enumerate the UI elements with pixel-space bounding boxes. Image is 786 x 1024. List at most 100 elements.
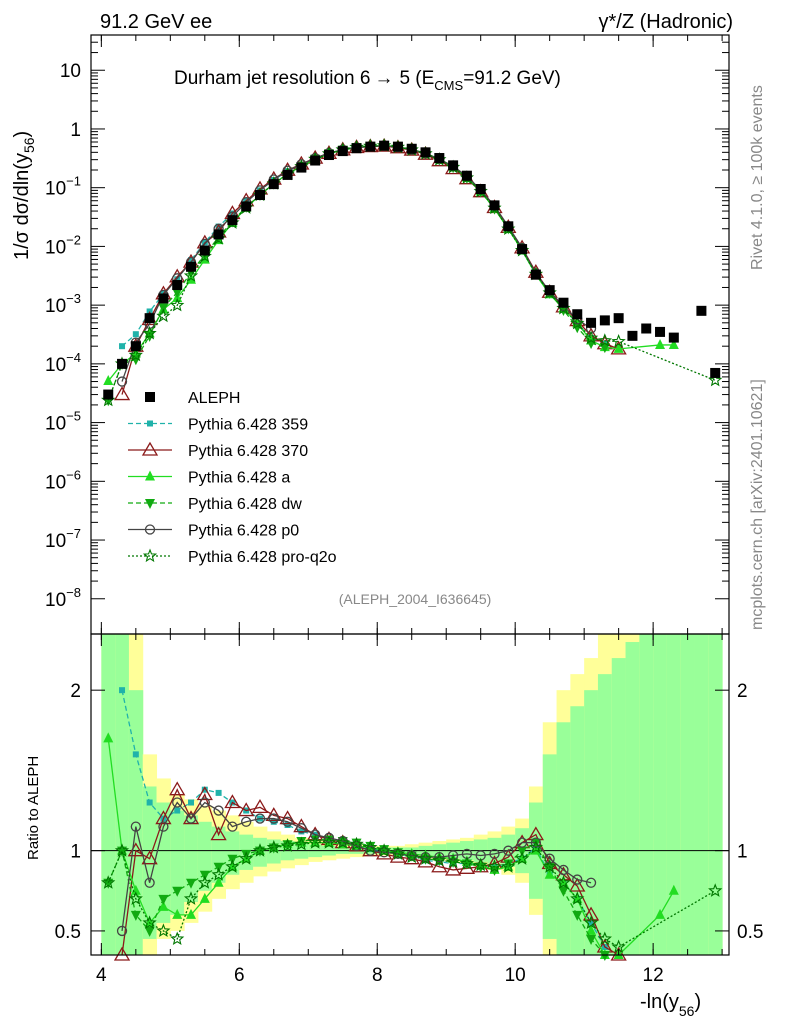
- band-green: [597, 674, 613, 955]
- data-point: [144, 313, 155, 324]
- ratio-series-point: [572, 910, 583, 921]
- ratio-series-point: [544, 868, 555, 879]
- ratio-series-point: [294, 836, 309, 851]
- ratio-series-point: [225, 859, 240, 873]
- ratio-series-point: [335, 835, 350, 849]
- ratio-series-point: [487, 859, 502, 873]
- band-green: [653, 634, 668, 955]
- ratio-series-point: [432, 852, 447, 867]
- main-series-line: [107, 144, 716, 401]
- data-point: [572, 309, 583, 320]
- legend-marker: [145, 499, 155, 509]
- data-point: [544, 285, 555, 296]
- x-tick-label: 4: [96, 965, 107, 986]
- ratio-series-point: [349, 836, 364, 851]
- ratio-tick-label: 1: [737, 842, 748, 863]
- ratio-series-point: [224, 794, 241, 809]
- main-series-point: [103, 375, 114, 386]
- axes: 4 6 8 10 1210110−110−210−310−410−510−610−710…: [45, 34, 763, 986]
- data-point: [103, 389, 114, 400]
- ratio-series-point: [585, 877, 597, 888]
- ratio-series-point: [113, 946, 131, 961]
- band-green: [142, 786, 158, 939]
- data-point: [406, 143, 417, 154]
- ratio-series-point: [514, 851, 530, 865]
- ratio-tick-label: 0.5: [737, 922, 763, 943]
- ratio-series-line: [107, 842, 716, 948]
- data-point: [199, 245, 210, 256]
- plot-title: Durham jet resolution 6 → 5 (ECMS=91.2 GeV…: [174, 68, 561, 93]
- ratio-series-point: [210, 826, 227, 841]
- ratio-axis-label: Ratio to ALEPH: [25, 756, 42, 860]
- ratio-series-point: [241, 849, 252, 860]
- data-point: [130, 341, 141, 352]
- ratio-tick-label: 0.5: [55, 922, 81, 943]
- ratio-series-point: [130, 821, 141, 832]
- y-tick-label: 10: [60, 61, 81, 82]
- data-point: [351, 143, 362, 154]
- ratio-tick-label: 1: [70, 842, 81, 863]
- ratio-series-line: [121, 801, 592, 932]
- y-tick-label: 10−5: [45, 409, 81, 435]
- ratio-series-point: [489, 848, 500, 860]
- ratio-series-point: [404, 849, 419, 864]
- main-series-point: [170, 297, 185, 312]
- ratio-series-point: [211, 867, 226, 881]
- title-sub: CMS: [434, 78, 463, 93]
- ratio-series-point: [363, 840, 378, 854]
- ratio-series-point: [146, 799, 153, 806]
- legend-label: Pythia 6.428 359: [188, 417, 308, 434]
- ratio-series-point: [321, 835, 337, 849]
- rivet-label: Rivet 4.1.0, ≥ 100k events: [749, 85, 766, 270]
- main-series-line: [121, 145, 619, 395]
- ratio-series-point: [544, 862, 555, 873]
- ratio-series-point: [199, 892, 210, 903]
- data-point: [365, 141, 376, 152]
- ratio-series-point: [558, 864, 569, 876]
- data-point: [227, 215, 238, 226]
- ratio-series-point: [197, 875, 212, 889]
- y-axis-label-sub: 56: [21, 137, 37, 153]
- ratio-series-point: [268, 813, 279, 824]
- ratio-series-point: [279, 810, 296, 825]
- x-axis-label-end: ): [694, 991, 701, 1013]
- band-green: [115, 634, 130, 955]
- legend-label: Pythia 6.428 370: [188, 443, 308, 460]
- ratio-series-point: [296, 837, 307, 848]
- data-point: [158, 293, 169, 304]
- ratio-series-point: [266, 839, 281, 854]
- ratio-series-point: [119, 687, 126, 694]
- band-green: [556, 722, 571, 955]
- data-point: [696, 305, 707, 316]
- data-point: [434, 153, 445, 164]
- ratio-series-point: [227, 821, 238, 832]
- band-green: [708, 634, 723, 955]
- ratio-series-point: [251, 799, 269, 813]
- ratio-series-point: [503, 859, 514, 870]
- ratio-series-point: [668, 884, 679, 895]
- y-tick-label: 1: [70, 120, 81, 141]
- legend-marker: [145, 470, 155, 481]
- ratio-series-point: [284, 821, 291, 828]
- x-axis-label-main: -ln(y: [640, 991, 679, 1013]
- ratio-series-point: [572, 874, 583, 885]
- ratio-series-point: [116, 925, 128, 937]
- ratio-series-point: [144, 926, 155, 937]
- data-point: [517, 244, 528, 255]
- ratio-frame: [90, 633, 730, 956]
- x-tick-label: 10: [505, 965, 526, 986]
- title-end: =91.2 GeV): [463, 68, 561, 89]
- ratio-series-point: [130, 884, 141, 895]
- ratio-series-point: [141, 850, 158, 865]
- band-green: [611, 658, 627, 955]
- title-arrow: →: [374, 68, 393, 89]
- band-green: [542, 754, 558, 939]
- ratio-bands: [101, 634, 723, 955]
- ratio-series-point: [390, 846, 406, 860]
- ratio-series-point: [530, 838, 541, 849]
- main-series-point: [183, 268, 199, 282]
- ratio-series-point: [158, 900, 169, 911]
- main-series-point: [570, 315, 585, 330]
- ratio-series-point: [417, 853, 434, 868]
